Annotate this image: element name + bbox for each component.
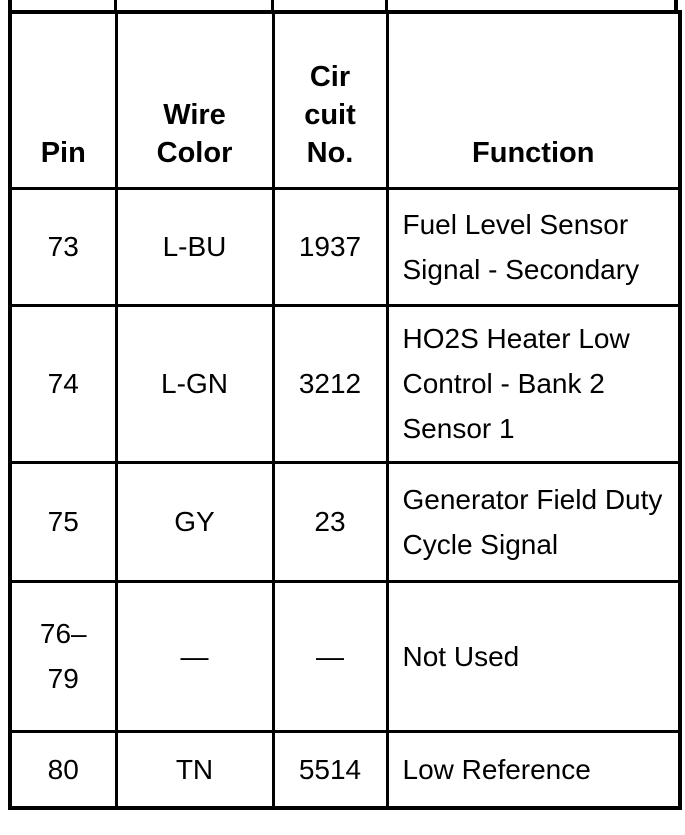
- pin-cell: 75: [8, 460, 118, 583]
- table-continuation-stub-right: [674, 0, 678, 11]
- table-row: 76– 79 — — Not Used: [8, 579, 682, 733]
- table-row: 74 L-GN 3212 HO2S Heater Low Control - B…: [8, 303, 682, 464]
- pin-cell: 80: [8, 729, 118, 810]
- function-cell: Not Used: [385, 579, 682, 733]
- wire-color-cell: —: [114, 579, 275, 733]
- wire-color-cell: TN: [114, 729, 275, 810]
- table-row: 75 GY 23 Generator Field Duty Cycle Sign…: [8, 460, 682, 583]
- table-continuation-stub-col3: [385, 0, 388, 11]
- pin-cell: 74: [8, 303, 118, 464]
- circuit-no-cell: 1937: [271, 186, 389, 307]
- function-cell: Generator Field Duty Cycle Signal: [385, 460, 682, 583]
- table-continuation-stub-col1: [114, 0, 117, 11]
- circuit-no-cell: 5514: [271, 729, 389, 810]
- table-continuation-stub-left: [8, 0, 12, 11]
- wire-color-cell: GY: [114, 460, 275, 583]
- function-column-header: Function: [385, 10, 682, 190]
- wire-color-column-header: Wire Color: [114, 10, 275, 190]
- table-row: 73 L-BU 1937 Fuel Level Sensor Signal - …: [8, 186, 682, 307]
- wire-color-cell: L-BU: [114, 186, 275, 307]
- circuit-no-cell: 3212: [271, 303, 389, 464]
- pin-cell: 76– 79: [8, 579, 118, 733]
- pin-column-header: Pin: [8, 10, 118, 190]
- function-cell: Low Reference: [385, 729, 682, 810]
- function-cell: HO2S Heater Low Control - Bank 2 Sensor …: [385, 303, 682, 464]
- connector-pinout-table: Pin Wire Color Cir cuit No. Function 73 …: [8, 10, 682, 810]
- circuit-no-column-header: Cir cuit No.: [271, 10, 389, 190]
- pin-cell: 73: [8, 186, 118, 307]
- function-cell: Fuel Level Sensor Signal - Secondary: [385, 186, 682, 307]
- table-row: 80 TN 5514 Low Reference: [8, 729, 682, 810]
- circuit-no-cell: 23: [271, 460, 389, 583]
- circuit-no-cell: —: [271, 579, 389, 733]
- table-continuation-stub-col2: [271, 0, 274, 11]
- wire-color-cell: L-GN: [114, 303, 275, 464]
- table-header-row: Pin Wire Color Cir cuit No. Function: [8, 10, 682, 190]
